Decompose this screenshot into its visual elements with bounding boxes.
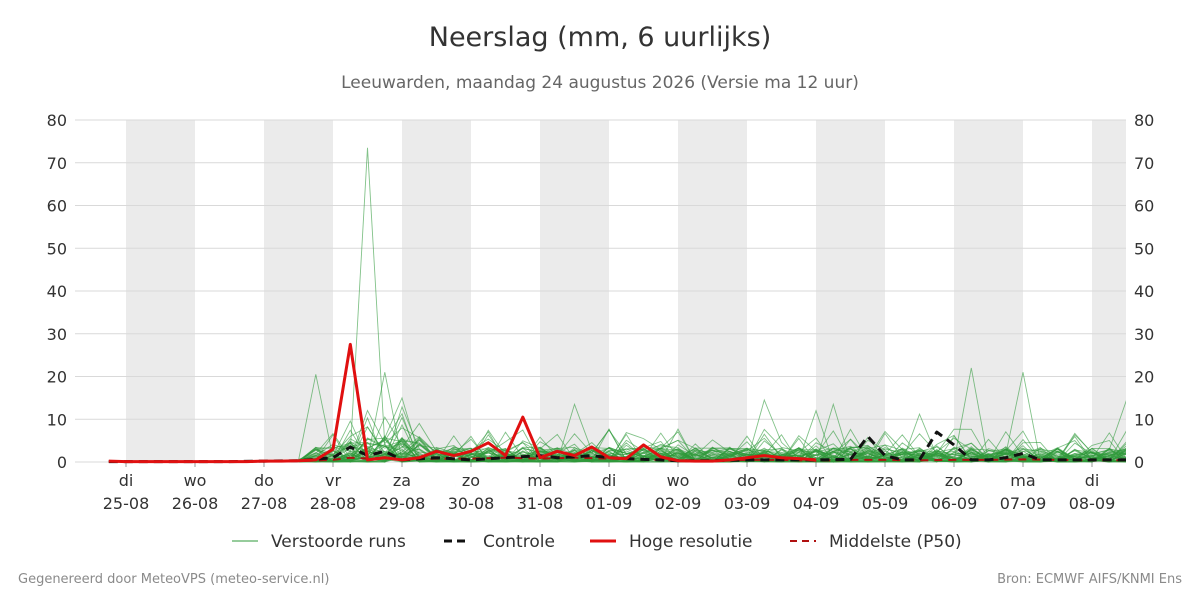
x-tick-date: 28-08 (310, 494, 357, 513)
x-tick-day: wo (667, 471, 690, 490)
x-tick-date: 04-09 (793, 494, 840, 513)
chart-title: Neerslag (mm, 6 uurlijks) (428, 22, 772, 53)
high-res-line (108, 342, 817, 464)
x-tick-date: 07-09 (1000, 494, 1047, 513)
legend-label-members: Verstoorde runs (271, 532, 406, 552)
x-tick-date: 30-08 (448, 494, 495, 513)
x-tick-date: 05-09 (862, 494, 909, 513)
legend-label-control: Controle (483, 532, 555, 552)
x-tick-date: 31-08 (517, 494, 564, 513)
x-tick-day: vr (325, 471, 341, 490)
x-tick-day: zo (462, 471, 480, 490)
chart-subtitle: Leeuwarden, maandag 24 augustus 2026 (Ve… (341, 73, 859, 93)
x-tick-day: ma (1010, 471, 1035, 490)
legend: Verstoorde runs Controle Hoge resolutie Mid… (232, 532, 962, 552)
legend-label-high_res: Hoge resolutie (629, 532, 753, 552)
y-axis-right: 0 10 20 30 40 50 60 70 80 (1134, 111, 1154, 472)
y-tick-label: 10 (47, 410, 67, 429)
main-lines (108, 342, 1126, 464)
footer-credit: Gegenereerd door MeteoVPS (meteo-service… (18, 572, 330, 587)
y-axis-left: 0 10 20 30 40 50 60 70 80 (47, 111, 67, 472)
y-tick-label: 0 (1134, 453, 1144, 472)
y-tick-label: 50 (47, 239, 67, 258)
control-line (108, 430, 1126, 464)
x-tick-day: za (393, 471, 411, 490)
y-tick-label: 80 (1134, 111, 1154, 130)
y-tick-label: 30 (1134, 325, 1154, 344)
footer-source: Bron: ECMWF AIFS/KNMI Ens (997, 572, 1182, 587)
x-tick-date: 08-09 (1069, 494, 1116, 513)
x-tick-date: 29-08 (379, 494, 426, 513)
x-tick-date: 06-09 (931, 494, 978, 513)
x-tick-day: wo (184, 471, 207, 490)
x-tick-day: do (254, 471, 274, 490)
x-tick-day: ma (527, 471, 552, 490)
y-tick-label: 80 (47, 111, 67, 130)
y-tick-label: 30 (47, 325, 67, 344)
y-tick-label: 60 (47, 197, 67, 216)
x-tick-date: 01-09 (586, 494, 633, 513)
x-tick-date: 27-08 (241, 494, 288, 513)
y-tick-label: 70 (47, 154, 67, 173)
y-tick-label: 0 (57, 453, 67, 472)
x-tick-date: 26-08 (172, 494, 219, 513)
y-tick-label: 40 (1134, 282, 1154, 301)
x-tick-day: zo (945, 471, 963, 490)
y-tick-label: 40 (47, 282, 67, 301)
y-tick-label: 10 (1134, 410, 1154, 429)
y-tick-label: 60 (1134, 197, 1154, 216)
y-tick-label: 70 (1134, 154, 1154, 173)
x-tick-day: di (1085, 471, 1100, 490)
x-tick-date: 02-09 (655, 494, 702, 513)
x-axis: di 25-08 wo 26-08 do 27-08 vr 28-08 za 29-08 zo 30-… (103, 462, 1116, 513)
x-tick-day: di (602, 471, 617, 490)
y-tick-label: 20 (47, 368, 67, 387)
x-tick-day: do (737, 471, 757, 490)
x-tick-day: vr (808, 471, 824, 490)
x-tick-day: di (119, 471, 134, 490)
legend-label-median: Middelste (P50) (829, 532, 962, 552)
x-tick-date: 25-08 (103, 494, 150, 513)
x-tick-day: za (876, 471, 894, 490)
y-tick-label: 50 (1134, 239, 1154, 258)
x-tick-date: 03-09 (724, 494, 771, 513)
y-tick-label: 20 (1134, 368, 1154, 387)
